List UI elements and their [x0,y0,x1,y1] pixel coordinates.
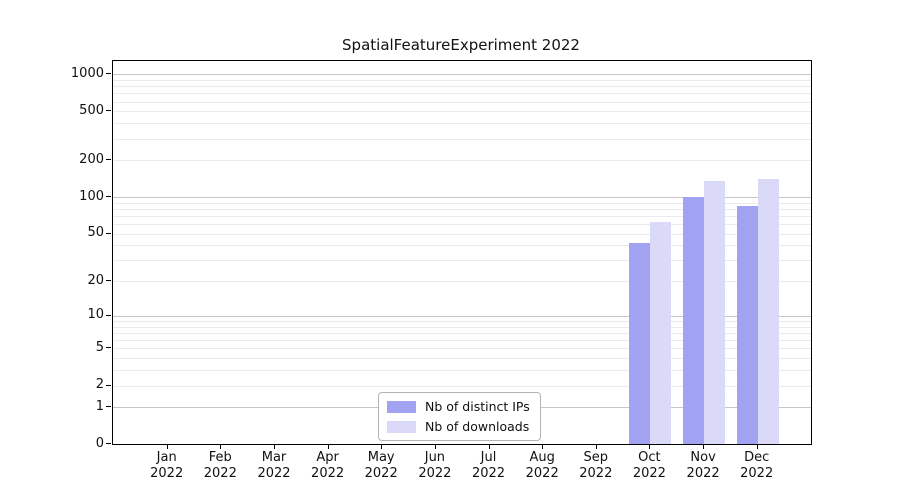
plot-area: Nb of distinct IPs Nb of downloads [112,60,812,445]
major-gridline [113,197,811,199]
y-tick-label: 1000 [70,65,104,81]
y-tick-mark [106,110,111,112]
y-tick-label: 2 [95,377,104,392]
x-tick-mark [703,444,705,449]
minor-gridline [113,348,811,350]
x-tick-mark [166,444,168,449]
minor-gridline [113,260,811,262]
minor-gridline [113,80,811,81]
minor-gridline [113,101,811,103]
x-tick-mark [756,444,758,449]
y-tick-label: 10 [87,307,104,323]
minor-gridline [113,111,811,113]
bar-distinct-ips [683,197,705,444]
minor-gridline [113,370,811,372]
minor-gridline [113,245,811,247]
x-tick-label: Apr 2022 [311,450,345,481]
x-tick-mark [220,444,222,449]
legend-label-distinct-ips: Nb of distinct IPs [425,399,530,414]
bar-distinct-ips [629,242,651,444]
legend-label-downloads: Nb of downloads [425,419,530,434]
x-tick-label: Nov 2022 [686,450,720,481]
y-tick-label: 0 [95,435,104,451]
legend-item-downloads: Nb of downloads [387,419,530,434]
y-tick-label: 500 [79,102,104,118]
x-tick-mark [542,444,544,449]
y-tick-mark [106,384,111,386]
x-tick-mark [488,444,490,449]
legend-item-distinct-ips: Nb of distinct IPs [387,399,530,414]
minor-gridline [113,160,811,162]
y-tick-label: 100 [79,188,104,204]
x-tick-mark [649,444,651,449]
y-tick-mark [106,73,111,75]
bar-downloads [757,179,779,444]
x-tick-label: May 2022 [364,450,398,481]
x-tick-mark [327,444,329,449]
minor-gridline [113,209,811,210]
y-tick-mark [106,196,111,198]
minor-gridline [113,93,811,95]
major-gridline [113,315,811,317]
y-tick-mark [106,443,111,445]
x-tick-mark [274,444,275,449]
x-tick-label: Dec 2022 [740,450,774,481]
x-tick-label: Feb 2022 [203,450,237,481]
y-tick-mark [106,159,111,161]
x-tick-mark [595,444,597,449]
minor-gridline [113,138,811,140]
minor-gridline [113,332,811,334]
minor-gridline [113,216,811,217]
y-tick-label: 1 [95,398,104,414]
minor-gridline [113,321,811,322]
minor-gridline [113,202,811,204]
x-tick-mark [434,444,436,449]
y-tick-mark [106,347,111,349]
chart-title: SpatialFeatureExperiment 2022 [342,36,580,54]
minor-gridline [113,123,811,125]
minor-gridline [113,385,811,387]
minor-gridline [113,86,811,88]
y-tick-mark [106,406,111,408]
minor-gridline [113,281,811,283]
y-tick-mark [106,280,111,282]
minor-gridline [113,358,811,360]
x-tick-label: Oct 2022 [632,450,666,481]
minor-gridline [113,233,811,235]
y-tick-label: 5 [95,339,104,355]
x-tick-label: Jul 2022 [471,450,506,481]
y-tick-label: 20 [87,272,104,288]
minor-gridline [113,340,811,342]
x-tick-label: Jan 2022 [150,450,184,481]
x-tick-label: Mar 2022 [257,450,291,481]
x-tick-label: Aug 2022 [525,450,559,481]
bar-downloads [704,180,726,444]
y-tick-label: 50 [87,225,104,241]
legend-swatch-distinct-ips-icon [387,400,416,413]
x-tick-label: Sep 2022 [579,450,613,481]
bar-downloads [650,221,672,444]
legend: Nb of distinct IPs Nb of downloads [378,392,541,441]
major-gridline [113,74,811,76]
x-tick-label: Jun 2022 [418,450,452,481]
x-tick-mark [381,444,383,449]
minor-gridline [113,326,811,328]
y-tick-mark [106,232,111,234]
minor-gridline [113,224,811,226]
y-tick-mark [106,314,111,316]
bar-distinct-ips [736,205,758,444]
legend-swatch-downloads-icon [387,420,416,433]
y-tick-label: 200 [79,151,104,167]
